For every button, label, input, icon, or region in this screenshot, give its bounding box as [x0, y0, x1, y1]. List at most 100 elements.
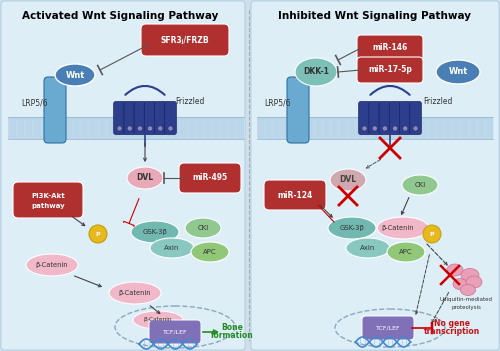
Ellipse shape: [447, 264, 463, 276]
Ellipse shape: [191, 242, 229, 262]
Text: GSK-3β: GSK-3β: [142, 229, 168, 235]
FancyBboxPatch shape: [13, 182, 83, 218]
Text: DVL: DVL: [136, 173, 154, 183]
Text: transcription: transcription: [424, 327, 480, 337]
FancyBboxPatch shape: [410, 101, 422, 134]
FancyBboxPatch shape: [379, 101, 390, 134]
Ellipse shape: [346, 238, 390, 258]
Text: LRP5/6: LRP5/6: [264, 99, 291, 107]
FancyBboxPatch shape: [134, 101, 145, 134]
Ellipse shape: [330, 169, 366, 191]
FancyBboxPatch shape: [251, 1, 499, 350]
FancyBboxPatch shape: [369, 101, 380, 134]
Ellipse shape: [466, 276, 482, 288]
FancyBboxPatch shape: [362, 316, 414, 340]
Circle shape: [138, 126, 142, 131]
Circle shape: [423, 225, 441, 243]
Circle shape: [392, 126, 398, 131]
Text: Axin: Axin: [164, 245, 180, 251]
Text: APC: APC: [399, 249, 413, 255]
FancyBboxPatch shape: [1, 1, 245, 350]
Text: Activated Wnt Signaling Pathway: Activated Wnt Signaling Pathway: [22, 11, 218, 21]
Text: Ubiquitin-mediated: Ubiquitin-mediated: [440, 298, 492, 303]
Text: TCF/LEF: TCF/LEF: [376, 325, 400, 331]
Text: Wnt: Wnt: [66, 71, 84, 79]
Text: Axin: Axin: [360, 245, 376, 251]
Circle shape: [382, 126, 388, 131]
Text: Wnt: Wnt: [448, 67, 468, 77]
Text: DVL: DVL: [340, 176, 356, 185]
Circle shape: [403, 126, 408, 131]
FancyBboxPatch shape: [400, 101, 411, 134]
Text: miR-17-5p: miR-17-5p: [368, 66, 412, 74]
Text: DKK-1: DKK-1: [303, 67, 329, 77]
Ellipse shape: [109, 282, 161, 304]
FancyBboxPatch shape: [144, 101, 156, 134]
Ellipse shape: [185, 218, 221, 238]
Circle shape: [362, 126, 367, 131]
Ellipse shape: [131, 221, 179, 243]
Circle shape: [372, 126, 378, 131]
Text: LRP5/6: LRP5/6: [22, 99, 48, 107]
Text: Frizzled: Frizzled: [176, 98, 204, 106]
FancyBboxPatch shape: [357, 35, 423, 61]
Ellipse shape: [295, 58, 337, 86]
Circle shape: [89, 225, 107, 243]
Circle shape: [117, 126, 122, 131]
Text: Bone: Bone: [221, 323, 243, 331]
Text: miR-124: miR-124: [278, 191, 312, 199]
FancyBboxPatch shape: [124, 101, 136, 134]
Text: β-Catenin: β-Catenin: [119, 290, 151, 296]
Text: β-Catenin: β-Catenin: [36, 262, 68, 268]
FancyBboxPatch shape: [287, 77, 309, 143]
Text: proteolysis: proteolysis: [451, 305, 481, 311]
FancyBboxPatch shape: [44, 77, 66, 143]
Text: miR-495: miR-495: [192, 173, 228, 183]
Ellipse shape: [436, 60, 480, 84]
Text: Inhibited Wnt Signaling Pathway: Inhibited Wnt Signaling Pathway: [278, 11, 470, 21]
Ellipse shape: [387, 242, 425, 262]
Text: PI3K-Akt: PI3K-Akt: [31, 193, 65, 199]
Text: APC: APC: [203, 249, 217, 255]
Text: No gene: No gene: [434, 318, 470, 327]
Circle shape: [158, 126, 163, 131]
Ellipse shape: [377, 217, 429, 239]
Text: CKI: CKI: [414, 182, 426, 188]
Text: β-Catenin: β-Catenin: [144, 318, 172, 323]
Text: P: P: [96, 232, 100, 237]
Text: pathway: pathway: [31, 203, 65, 209]
Circle shape: [127, 126, 132, 131]
Text: β-Catenin: β-Catenin: [382, 225, 414, 231]
Ellipse shape: [127, 167, 163, 189]
Ellipse shape: [453, 278, 467, 290]
Text: miR-146: miR-146: [372, 44, 408, 53]
Ellipse shape: [133, 311, 183, 329]
Ellipse shape: [55, 64, 95, 86]
Bar: [8, 117, 244, 139]
Text: Frizzled: Frizzled: [424, 98, 452, 106]
Circle shape: [168, 126, 173, 131]
Text: CKI: CKI: [198, 225, 208, 231]
FancyBboxPatch shape: [264, 180, 326, 210]
FancyBboxPatch shape: [149, 320, 201, 344]
Text: SFR3ⱼ/FRZB: SFR3ⱼ/FRZB: [160, 35, 210, 45]
Bar: [257, 117, 493, 139]
FancyBboxPatch shape: [179, 163, 241, 193]
FancyBboxPatch shape: [390, 101, 401, 134]
FancyBboxPatch shape: [358, 101, 370, 134]
Ellipse shape: [26, 254, 78, 276]
Circle shape: [413, 126, 418, 131]
Text: P: P: [430, 232, 434, 237]
Text: GSK-3β: GSK-3β: [340, 225, 364, 231]
FancyBboxPatch shape: [164, 101, 176, 134]
Ellipse shape: [461, 269, 479, 282]
Circle shape: [148, 126, 152, 131]
FancyBboxPatch shape: [141, 24, 229, 56]
FancyBboxPatch shape: [154, 101, 166, 134]
Text: TCF/LEF: TCF/LEF: [162, 330, 188, 335]
Ellipse shape: [460, 285, 475, 296]
Text: formation: formation: [210, 331, 254, 339]
FancyBboxPatch shape: [357, 57, 423, 83]
Ellipse shape: [150, 238, 194, 258]
Ellipse shape: [402, 175, 438, 195]
